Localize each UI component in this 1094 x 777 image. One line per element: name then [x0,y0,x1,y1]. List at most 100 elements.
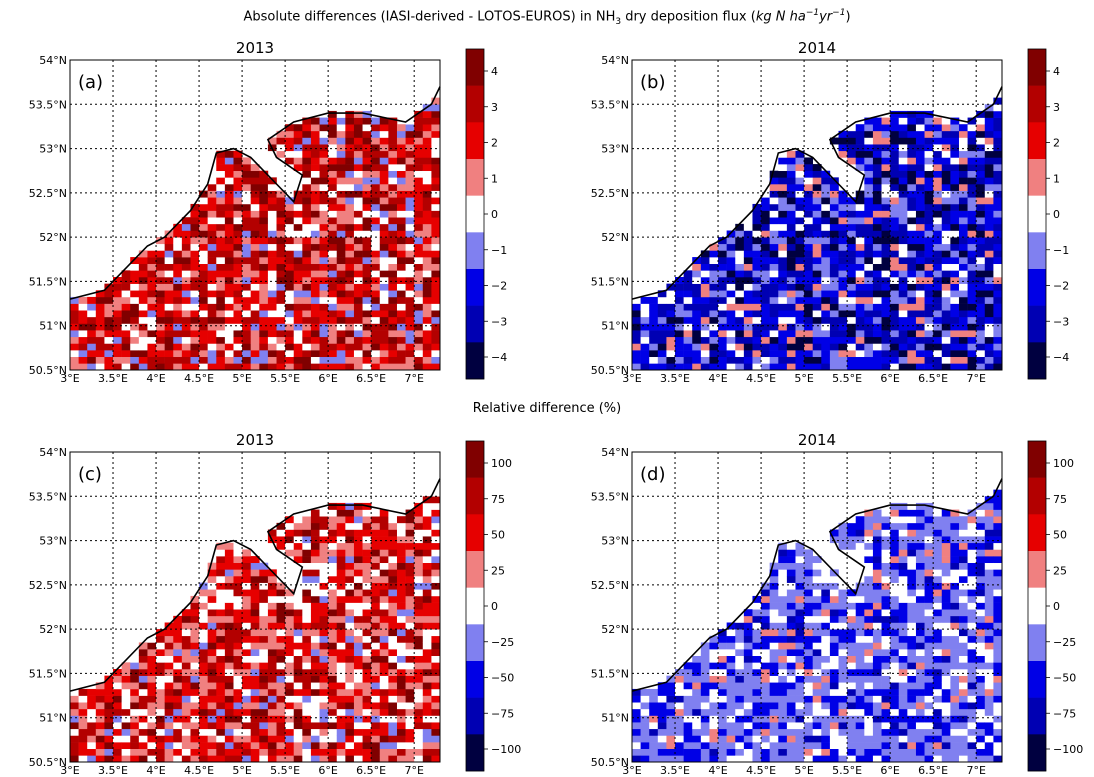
data-cell [233,330,243,338]
data-cell [804,629,813,637]
data-cell [396,157,406,165]
data-cell [752,250,762,258]
data-cell [130,363,140,371]
data-cell [173,702,183,710]
data-cell [405,536,415,544]
data-cell [156,735,165,743]
data-cell [173,296,183,304]
data-cell [864,629,874,637]
data-cell [924,629,934,637]
data-cell [285,363,295,371]
data-cell [362,728,372,736]
data-cell [156,722,165,730]
data-cell [173,223,183,231]
data-cell [915,708,925,716]
data-cell [138,270,148,278]
data-cell [915,629,925,637]
data-cell [855,748,865,756]
colorbar-segment [1028,159,1046,196]
data-cell [250,662,260,670]
data-cell [224,257,234,265]
data-cell [907,529,917,537]
data-cell [855,582,865,590]
data-cell [838,230,848,238]
data-cell [984,343,994,351]
data-cell [675,356,684,364]
data-cell [293,223,303,231]
data-cell [890,649,900,657]
data-cell [821,669,831,676]
data-cell [700,310,710,318]
data-cell [924,230,934,238]
data-cell [933,316,943,324]
data-cell [890,589,900,597]
data-cell [414,210,424,218]
data-cell [242,569,251,577]
data-cell [778,742,788,750]
data-cell [95,363,105,371]
data-cell [890,516,900,524]
data-cell [405,330,415,338]
data-cell [379,190,389,198]
data-cell [752,330,762,338]
data-cell [950,283,960,291]
data-cell [933,150,943,158]
data-cell [319,722,329,730]
data-cell [345,363,355,371]
data-cell [353,130,363,138]
data-cell [267,243,277,251]
data-cell [328,629,338,637]
data-cell [414,615,424,623]
data-cell [890,257,900,265]
data-cell [709,695,719,703]
data-cell [890,296,900,304]
data-cell [181,243,191,251]
data-cell [976,350,986,358]
data-cell [113,675,122,683]
data-cell [829,283,839,291]
data-cell [173,310,183,318]
data-cell [786,283,796,291]
data-cell [898,237,908,245]
data-cell [285,589,295,597]
data-cell [156,688,165,696]
data-cell [405,675,415,683]
data-cell [207,755,217,763]
data-cell [941,203,951,211]
data-cell [718,662,727,670]
data-cell [898,516,908,524]
data-cell [812,210,822,218]
data-cell [890,217,900,225]
data-cell [267,210,277,218]
data-cell [431,589,441,597]
data-cell [371,237,381,245]
data-cell [353,257,363,265]
data-cell [855,742,865,750]
data-cell [388,296,398,304]
data-cell [993,137,1003,145]
data-cell [795,748,805,756]
data-cell [302,576,312,583]
data-cell [78,330,88,338]
data-cell [379,549,389,557]
data-cell [104,296,114,304]
data-cell [976,310,986,318]
data-cell [907,303,917,311]
data-cell [431,230,441,238]
data-cell [675,303,684,311]
data-cell [881,529,891,537]
data-cell [250,316,260,324]
data-cell [967,164,977,172]
data-cell [104,755,114,763]
data-cell [683,296,693,304]
data-cell [310,296,320,304]
data-cell [199,330,208,338]
data-cell [138,330,148,338]
data-cell [761,223,770,231]
data-cell [984,270,994,278]
data-cell [156,283,165,291]
data-cell [216,708,226,716]
data-cell [898,582,908,590]
data-cell [890,303,900,311]
data-cell [267,735,277,743]
